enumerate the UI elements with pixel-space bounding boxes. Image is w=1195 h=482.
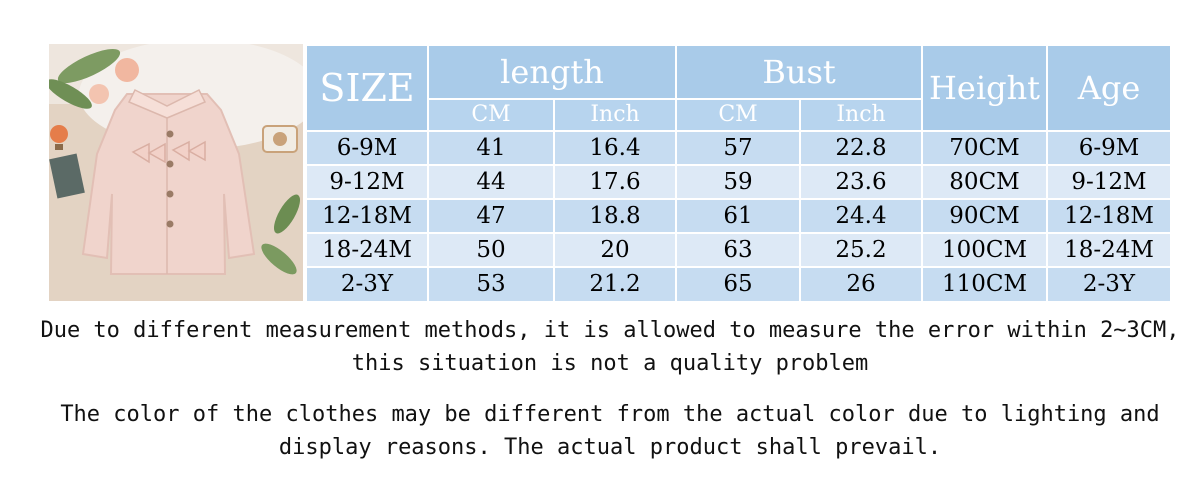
height-cell: 100CM — [921, 232, 1049, 268]
bust-inch-cell: 23.6 — [799, 164, 924, 200]
length-inch-cell: 17.6 — [552, 164, 678, 200]
header-bust: Bust — [675, 44, 924, 100]
bust-cm-cell: 59 — [675, 164, 802, 200]
length-inch-cell: 21.2 — [552, 266, 678, 303]
bust-cm-cell: 63 — [675, 232, 802, 268]
bust-cm-cell: 65 — [675, 266, 802, 303]
length-inch-cell: 18.8 — [552, 198, 678, 234]
header-age: Age — [1046, 44, 1173, 132]
header-size: SIZE — [305, 44, 429, 132]
table-row: 18-24M 50 20 63 25.2 100CM 18-24M — [305, 232, 1173, 268]
size-cell: 6-9M — [305, 130, 429, 166]
length-cm-cell: 41 — [427, 130, 555, 166]
bust-cm-cell: 61 — [675, 198, 802, 234]
bust-inch-cell: 22.8 — [799, 130, 924, 166]
age-cell: 6-9M — [1046, 130, 1173, 166]
table-row: 9-12M 44 17.6 59 23.6 80CM 9-12M — [305, 164, 1173, 200]
size-cell: 12-18M — [305, 198, 429, 234]
height-cell: 80CM — [921, 164, 1049, 200]
header-bust-inch: Inch — [799, 98, 924, 132]
size-cell: 18-24M — [305, 232, 429, 268]
bust-inch-cell: 25.2 — [799, 232, 924, 268]
length-cm-cell: 53 — [427, 266, 555, 303]
age-cell: 2-3Y — [1046, 266, 1173, 303]
size-chart-table: SIZE length Bust Height Age CM Inch CM I… — [305, 44, 1173, 303]
color-note: The color of the clothes may be differen… — [60, 402, 1160, 460]
length-inch-cell: 16.4 — [552, 130, 678, 166]
header-length-inch: Inch — [552, 98, 678, 132]
table-row: 2-3Y 53 21.2 65 26 110CM 2-3Y — [305, 266, 1173, 303]
age-cell: 18-24M — [1046, 232, 1173, 268]
length-cm-cell: 47 — [427, 198, 555, 234]
table-row: 12-18M 47 18.8 61 24.4 90CM 12-18M — [305, 198, 1173, 234]
bust-inch-cell: 24.4 — [799, 198, 924, 234]
coat-illustration — [49, 44, 303, 301]
height-cell: 90CM — [921, 198, 1049, 234]
length-inch-cell: 20 — [552, 232, 678, 268]
product-photo — [49, 44, 303, 301]
header-bust-cm: CM — [675, 98, 802, 132]
length-cm-cell: 50 — [427, 232, 555, 268]
age-cell: 9-12M — [1046, 164, 1173, 200]
size-cell: 2-3Y — [305, 266, 429, 303]
length-cm-cell: 44 — [427, 164, 555, 200]
height-cell: 70CM — [921, 130, 1049, 166]
size-cell: 9-12M — [305, 164, 429, 200]
bust-cm-cell: 57 — [675, 130, 802, 166]
header-height: Height — [921, 44, 1049, 132]
age-cell: 12-18M — [1046, 198, 1173, 234]
measurement-note: Due to different measurement methods, it… — [40, 318, 1180, 376]
header-length: length — [426, 44, 678, 100]
table-row: 6-9M 41 16.4 57 22.8 70CM 6-9M — [305, 130, 1173, 166]
height-cell: 110CM — [921, 266, 1049, 303]
bust-inch-cell: 26 — [799, 266, 924, 303]
header-length-cm: CM — [427, 98, 555, 132]
